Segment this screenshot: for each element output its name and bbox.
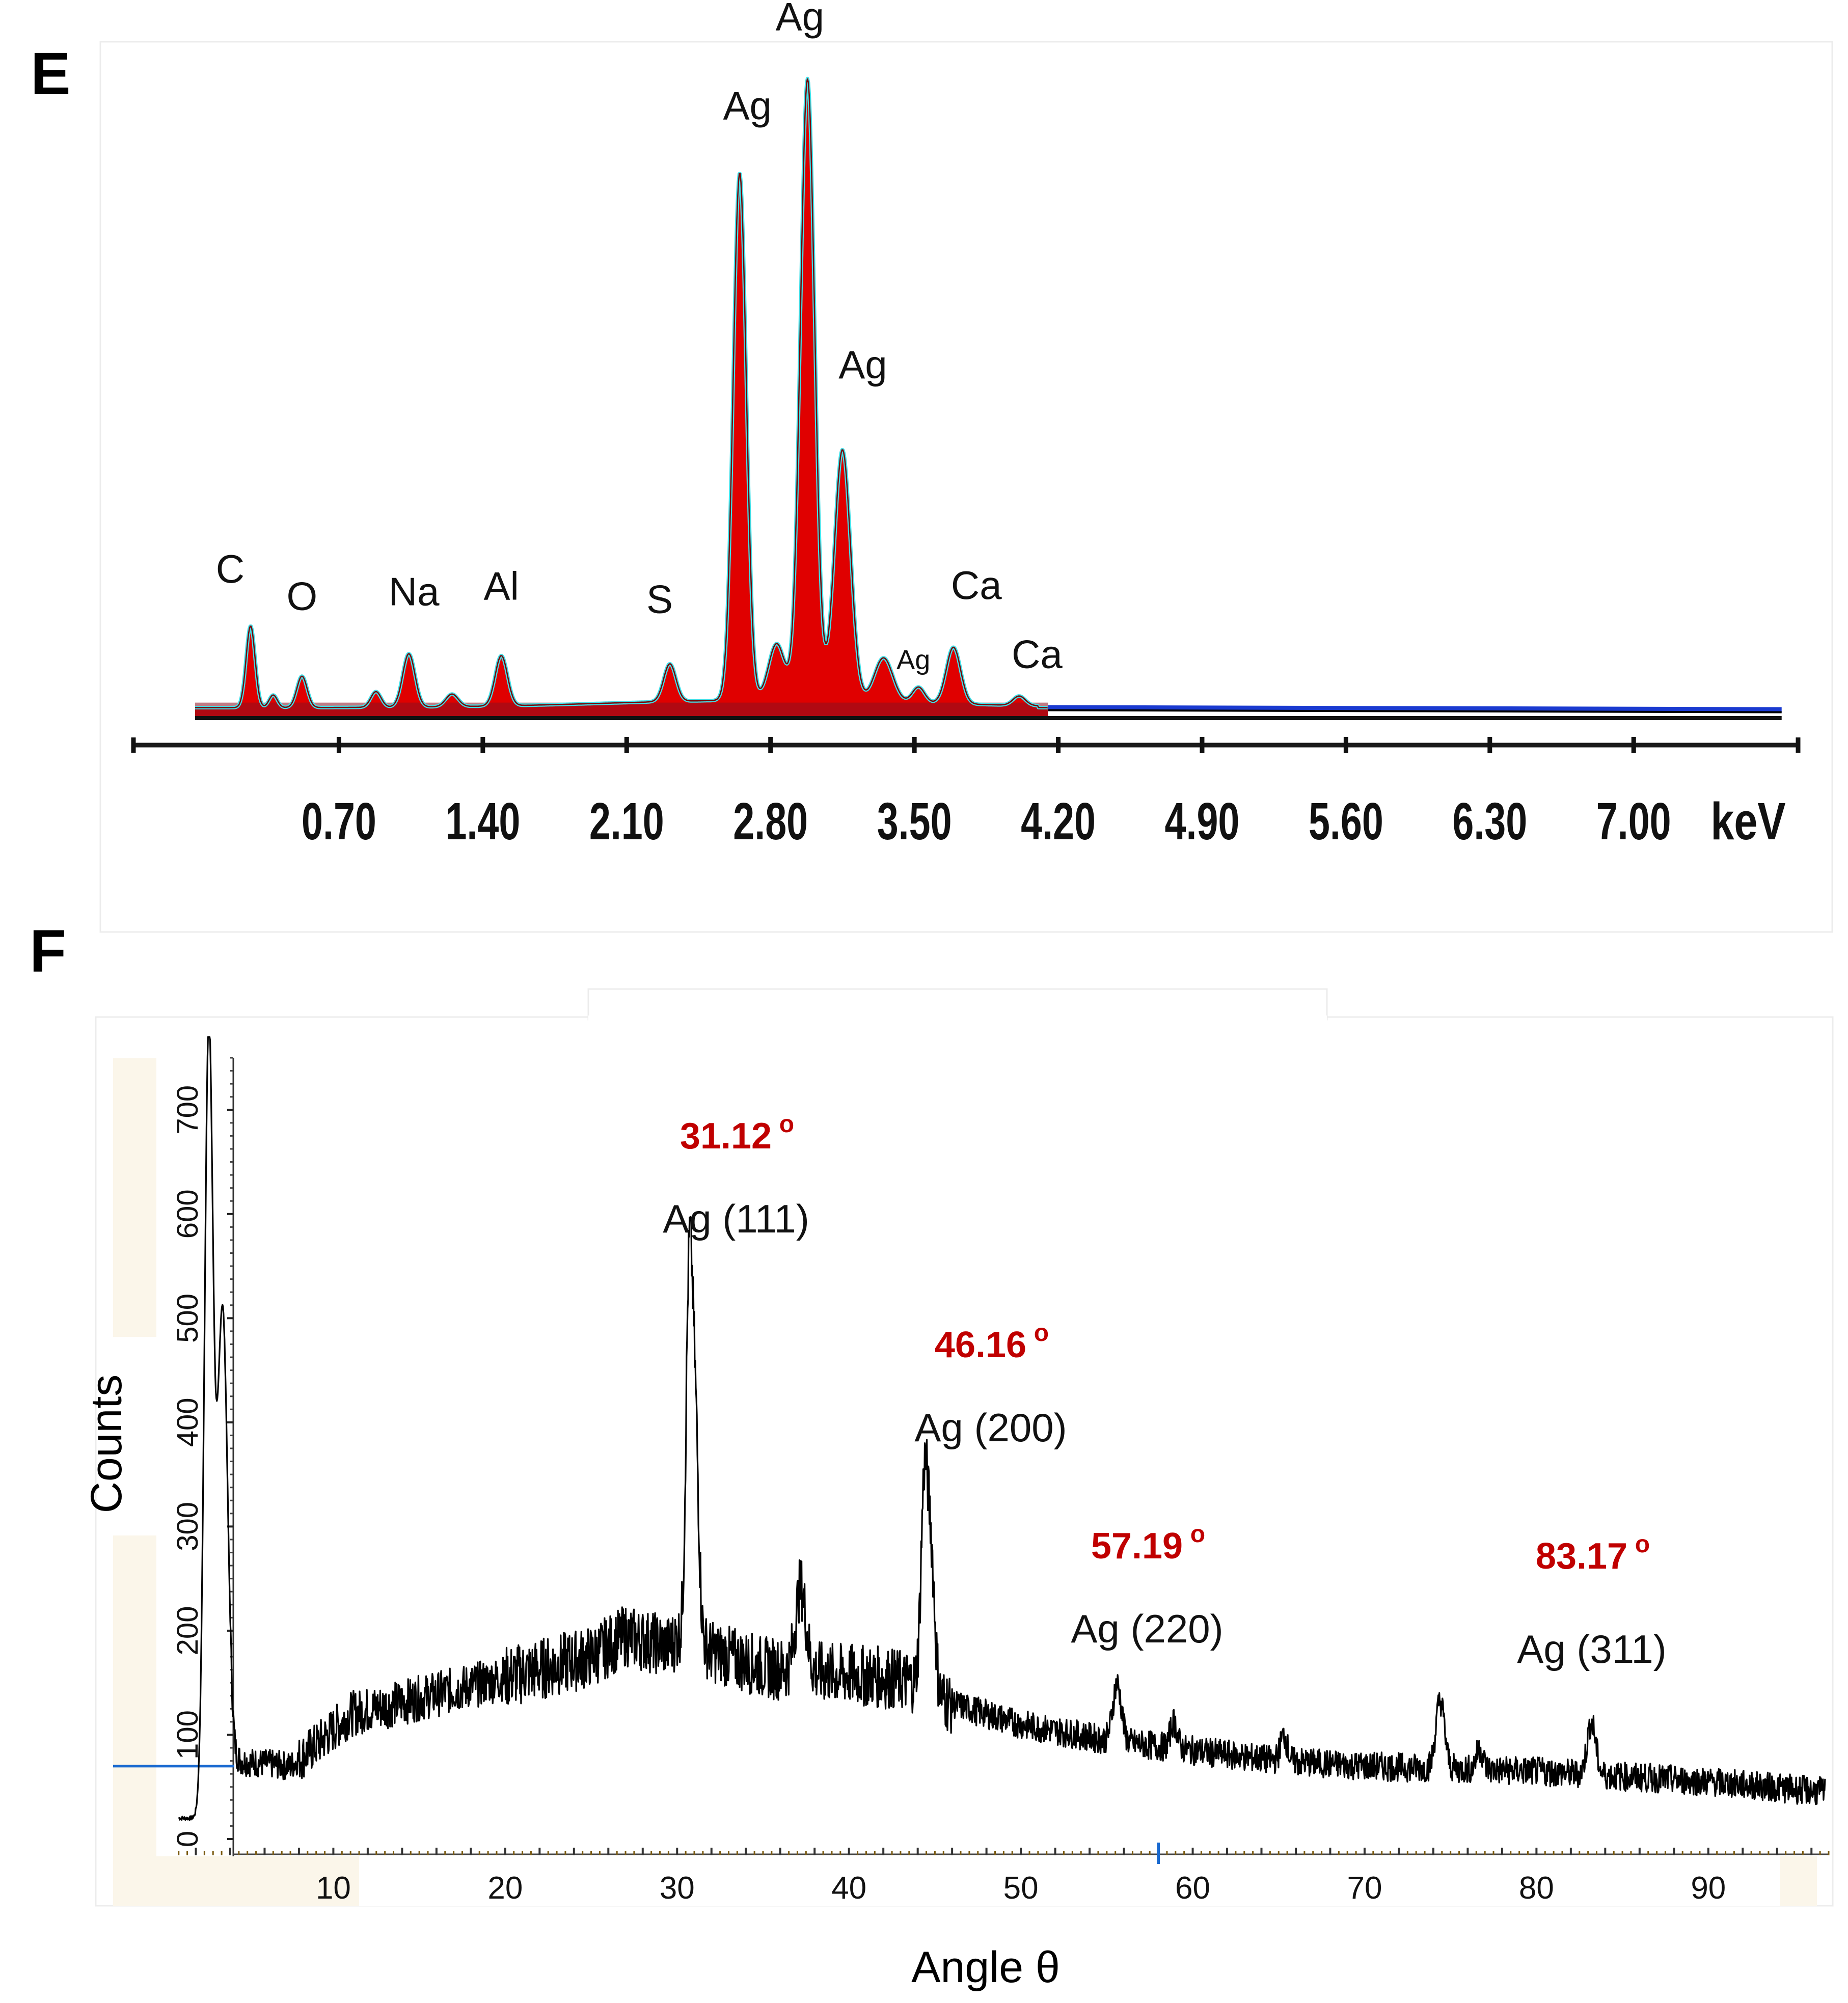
xrd-peak-angle: 83.17 [1536, 1536, 1627, 1577]
xrd-degree-superscript: o [779, 1111, 794, 1138]
eds-x-tick-label: 4.90 [1165, 792, 1240, 851]
eds-x-axis: 0.70 1.40 2.10 2.80 3.50 4.20 4.90 5.60 6.30 7.00… [131, 737, 1801, 851]
eds-tail-baseline-shadow [1048, 709, 1782, 714]
xrd-y-tick-label: 400 [171, 1397, 204, 1447]
xrd-degree-superscript: o [1034, 1320, 1049, 1347]
eds-x-tick-label: 6.30 [1452, 792, 1527, 851]
xrd-y-tick-label: 300 [171, 1502, 204, 1551]
eds-element-label: Ca [1012, 632, 1063, 677]
xrd-x-tick-label: 40 [831, 1871, 866, 1906]
xrd-y-tick-band [157, 1058, 233, 1886]
eds-element-label: Na [389, 569, 440, 614]
eds-x-tick-label: 3.50 [877, 792, 952, 851]
eds-unit-label: keV [1710, 791, 1785, 850]
xrd-degree-superscript: o [1635, 1531, 1650, 1558]
xrd-y-tick-label: 0 [171, 1831, 204, 1847]
xrd-x-tick-label: 30 [660, 1871, 695, 1906]
xrd-x-tick-label: 50 [1003, 1871, 1039, 1906]
xrd-panel-tab-mask [588, 1016, 1327, 1022]
eds-element-label: O [286, 574, 317, 619]
xrd-x-tick-label: 70 [1347, 1871, 1382, 1906]
eds-element-label: S [646, 577, 673, 621]
xrd-peak-angle: 31.12 [680, 1116, 772, 1157]
xrd-y-axis-label: Counts [82, 1375, 131, 1514]
xrd-x-tick-label: 60 [1175, 1871, 1210, 1906]
eds-x-tick-label: 2.80 [733, 792, 808, 851]
eds-baseline-band [195, 702, 1048, 717]
xrd-peak-plane-label: Ag (311) [1517, 1627, 1666, 1671]
xrd-pattern-plot [178, 1036, 1826, 1821]
xrd-ylabel-band [113, 1337, 169, 1535]
eds-element-label: Ca [951, 563, 1002, 608]
eds-element-label: Ag [838, 342, 887, 387]
eds-spectrum-edge [195, 78, 1048, 708]
xrd-y-tick-label: 500 [171, 1294, 204, 1343]
eds-element-label: Ag [896, 645, 930, 675]
xrd-peak-plane-label: Ag (220) [1071, 1606, 1223, 1651]
eds-spectrum-plot [194, 76, 1782, 720]
xrd-x-axis-label: Angle θ [911, 1943, 1060, 1992]
eds-x-tick-label: 0.70 [302, 792, 376, 851]
eds-x-tick-label: 4.20 [1021, 792, 1096, 851]
xrd-peak-angle: 46.16 [935, 1325, 1026, 1365]
xrd-peak-plane-label: Ag (111) [663, 1196, 809, 1241]
eds-element-label: Ag [776, 0, 824, 39]
eds-element-label: Ag [723, 83, 771, 128]
panel-label-f: F [30, 918, 66, 985]
xrd-x-tick-band [359, 1856, 1780, 1906]
panel-label-e: E [31, 40, 71, 107]
eds-x-tick-label: 2.10 [589, 792, 664, 851]
eds-tail-baseline [1048, 705, 1782, 712]
eds-x-tick-label: 5.60 [1309, 792, 1383, 851]
xrd-peak-annotations: 31.12 o Ag (111) 46.16 o Ag (200) 57.19 o Ag (22… [663, 1111, 1666, 1671]
eds-x-tick-label: 7.00 [1596, 792, 1671, 851]
xrd-x-tick-label: 20 [487, 1871, 523, 1906]
xrd-peak-plane-label: Ag (200) [914, 1405, 1067, 1450]
xrd-y-tick-label: 200 [171, 1606, 204, 1656]
xrd-y-tick-label: 700 [171, 1085, 204, 1135]
xrd-panel-tab [587, 988, 1328, 1021]
eds-x-tick-label: 1.40 [445, 792, 520, 851]
xrd-x-tick-label: 10 [316, 1871, 351, 1906]
xrd-pattern-line [178, 1036, 1826, 1821]
xrd-peak-angle: 57.19 [1091, 1526, 1183, 1567]
xrd-y-tick-label: 600 [171, 1189, 204, 1239]
xrd-x-tick-label: 90 [1691, 1871, 1726, 1906]
eds-panel-frame [99, 41, 1833, 933]
xrd-x-tick-label: 80 [1519, 1871, 1554, 1906]
eds-element-label: C [216, 546, 244, 591]
eds-element-label: Al [484, 563, 519, 608]
xrd-degree-superscript: o [1190, 1521, 1205, 1548]
